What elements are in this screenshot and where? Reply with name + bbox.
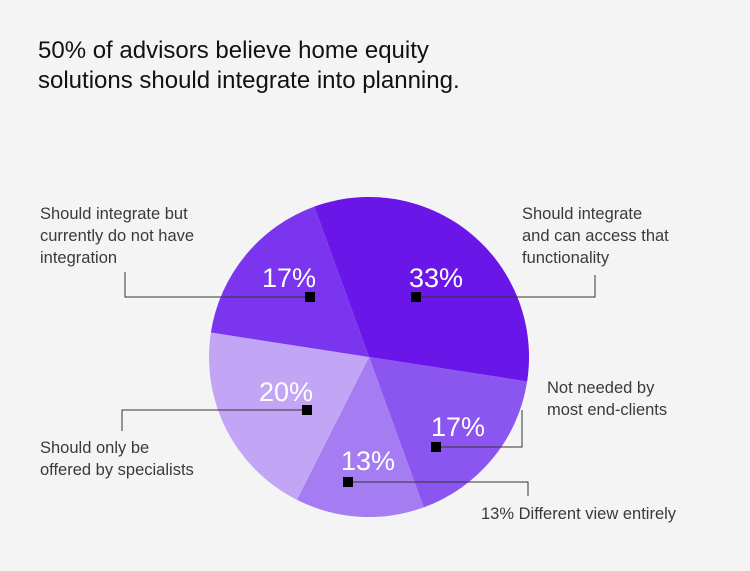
category-label-not-needed: Not needed by most end-clients — [547, 377, 667, 421]
leader-line-specialists — [121, 409, 307, 431]
marker-integrate-access — [411, 292, 421, 302]
pie-slice-integrate-no-access — [210, 206, 369, 357]
slice-markers — [302, 292, 441, 487]
percent-label-integrate-access: 33% — [409, 263, 463, 293]
category-label-line: offered by specialists — [40, 461, 194, 479]
category-label-line: Should integrate but — [40, 205, 188, 223]
title-line-2: solutions should integrate into planning… — [38, 67, 460, 94]
category-label-line: 13% Different view entirely — [481, 505, 677, 523]
category-label-line: and can access that — [522, 227, 669, 245]
category-label-line: Should integrate — [522, 205, 643, 223]
marker-specialists — [302, 405, 312, 415]
category-label-different-view: 13% Different view entirely — [481, 503, 676, 525]
category-label-line: integration — [40, 249, 118, 267]
leader-line-integrate-access — [416, 275, 596, 298]
leader-line-integrate-no-access — [124, 272, 310, 298]
leader-line-not-needed — [436, 410, 523, 448]
pie-slice-different-view — [296, 357, 424, 517]
percent-label-different-view: 13% — [341, 446, 395, 476]
category-label-line: most end-clients — [547, 401, 668, 419]
category-label-integrate-access: Should integrate and can access that fun… — [522, 203, 669, 269]
percent-label-specialists: 20% — [259, 377, 313, 407]
pie-slices — [208, 197, 530, 517]
category-label-line: Not needed by — [547, 379, 655, 397]
marker-not-needed — [431, 442, 441, 452]
category-label-specialists: Should only be offered by specialists — [40, 437, 194, 481]
marker-integrate-no-access — [305, 292, 315, 302]
category-label-line: currently do not have — [40, 227, 195, 245]
chart-title: 50% of advisors believe home equity solu… — [38, 36, 558, 96]
leader-lines — [121, 272, 596, 496]
category-label-integrate-no-access: Should integrate but currently do not ha… — [40, 203, 194, 269]
leader-line-different-view — [348, 481, 529, 496]
percent-label-not-needed: 17% — [431, 412, 485, 442]
pie-slice-not-needed — [369, 357, 528, 508]
category-label-line: functionality — [522, 249, 610, 267]
pie-slice-integrate-access — [314, 197, 530, 382]
category-label-line: Should only be — [40, 439, 150, 457]
percent-labels: 33% 17% 13% 20% 17% — [259, 263, 485, 476]
title-line-1: 50% of advisors believe home equity — [38, 37, 429, 64]
pie-slice-specialists — [208, 332, 369, 500]
percent-label-integrate-no-access: 17% — [262, 263, 316, 293]
marker-different-view — [343, 477, 353, 487]
